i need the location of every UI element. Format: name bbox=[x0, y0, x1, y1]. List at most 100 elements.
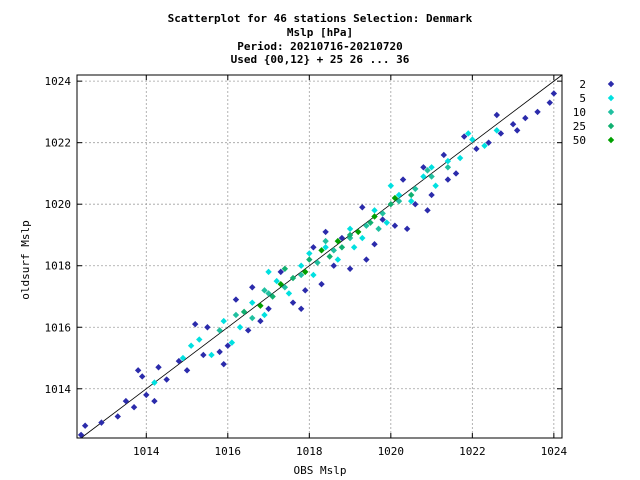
scatter-point bbox=[428, 191, 435, 199]
grid-lines bbox=[77, 75, 562, 438]
scatter-point bbox=[391, 222, 399, 229]
scatter-point bbox=[277, 280, 284, 288]
scatter-point bbox=[399, 176, 407, 183]
scatter-point bbox=[306, 256, 313, 263]
scatter-point bbox=[493, 111, 500, 119]
scatter-point bbox=[179, 354, 187, 362]
scatter-point bbox=[412, 201, 419, 208]
scatter-point bbox=[228, 339, 236, 346]
scatter-point bbox=[513, 127, 521, 134]
scatter-point bbox=[473, 145, 480, 153]
scatter-point bbox=[371, 240, 378, 248]
legend-marker bbox=[607, 108, 615, 116]
series-10 bbox=[216, 164, 452, 334]
scatter-point bbox=[444, 157, 452, 165]
identity-line-segment bbox=[80, 74, 563, 439]
scatter-point bbox=[444, 164, 452, 171]
scatter-point bbox=[375, 225, 382, 233]
scatter-point bbox=[240, 308, 248, 316]
scatter-point bbox=[334, 256, 342, 263]
scatter-point bbox=[395, 197, 403, 205]
scatter-point bbox=[261, 311, 268, 319]
x-tick-label: 1022 bbox=[459, 445, 486, 458]
identity-line bbox=[80, 74, 563, 439]
scatter-point bbox=[98, 419, 105, 426]
scatter-point bbox=[244, 327, 252, 334]
scatter-point bbox=[497, 130, 505, 137]
x-tick-label: 1018 bbox=[296, 445, 323, 458]
scatter-point bbox=[322, 228, 329, 236]
scatter-point bbox=[444, 176, 452, 183]
scatter-point bbox=[322, 244, 329, 251]
scatter-point bbox=[191, 320, 199, 328]
scatter-point bbox=[408, 191, 415, 199]
scatter-point bbox=[420, 164, 427, 171]
scatter-point bbox=[363, 256, 370, 263]
series-25 bbox=[240, 191, 415, 316]
scatter-point bbox=[122, 397, 130, 405]
scatter-point bbox=[143, 391, 150, 399]
scatter-point bbox=[196, 336, 203, 343]
scatter-point bbox=[428, 173, 435, 180]
scatter-point bbox=[306, 250, 313, 257]
scatter-point bbox=[452, 170, 460, 177]
y-tick-label: 1018 bbox=[45, 260, 72, 273]
scatter-point bbox=[257, 302, 264, 309]
x-axis-ticks: 1014 1016 1018 1020 1022 1024 bbox=[133, 75, 567, 458]
scatter-point bbox=[460, 133, 468, 140]
scatter-point bbox=[139, 373, 146, 380]
scatter-point bbox=[261, 287, 268, 294]
scatter-point bbox=[187, 342, 195, 349]
scatter-point bbox=[224, 342, 231, 349]
scatter-point bbox=[326, 253, 333, 260]
scatter-point bbox=[546, 99, 553, 106]
scatter-point bbox=[367, 219, 374, 226]
scatter-point bbox=[297, 305, 305, 312]
legend-marker bbox=[607, 94, 615, 102]
scatter-point bbox=[432, 182, 439, 189]
scatter-point bbox=[249, 284, 256, 291]
legend-label: 5 bbox=[579, 92, 586, 105]
legend-label: 10 bbox=[573, 106, 586, 119]
plot-frame bbox=[76, 74, 563, 439]
scatter-point bbox=[550, 90, 558, 97]
scatter-point bbox=[249, 299, 256, 306]
scatter-point bbox=[387, 201, 395, 208]
scatter-point bbox=[175, 357, 183, 365]
legend-label: 50 bbox=[573, 134, 586, 147]
scatter-point bbox=[338, 234, 346, 242]
series-2 bbox=[77, 90, 558, 439]
y-tick-label: 1024 bbox=[45, 75, 72, 88]
title-line-4: Used {00,12} + 25 26 ... 36 bbox=[231, 53, 410, 66]
scatter-point bbox=[322, 237, 329, 245]
scatter-point bbox=[200, 351, 207, 359]
scatter-point bbox=[456, 154, 464, 162]
scatter-point bbox=[232, 311, 240, 319]
scatter-point bbox=[363, 222, 370, 229]
scatter-point bbox=[302, 268, 309, 276]
scatter-point bbox=[391, 194, 399, 202]
scatter-point bbox=[134, 367, 142, 374]
scatter-point bbox=[346, 265, 354, 273]
scatter-point bbox=[289, 299, 297, 306]
scatter-point bbox=[522, 114, 529, 122]
scatter-point bbox=[310, 271, 317, 279]
y-tick-label: 1020 bbox=[45, 198, 72, 211]
scatter-point bbox=[314, 259, 321, 266]
x-tick-label: 1020 bbox=[378, 445, 405, 458]
scatter-point bbox=[379, 210, 386, 217]
chart-title: Scatterplot for 46 stations Selection: D… bbox=[168, 12, 473, 66]
series-50 bbox=[257, 194, 399, 309]
scatter-point bbox=[371, 207, 378, 214]
scatter-point bbox=[302, 287, 309, 294]
x-tick-label: 1024 bbox=[541, 445, 568, 458]
legend-marker bbox=[607, 136, 615, 144]
scatter-point bbox=[350, 244, 358, 251]
legend-marker bbox=[607, 122, 615, 130]
scatter-point bbox=[232, 296, 240, 303]
scatter-point bbox=[318, 280, 325, 288]
scatter-point bbox=[412, 185, 419, 193]
scatter-point bbox=[408, 197, 415, 205]
